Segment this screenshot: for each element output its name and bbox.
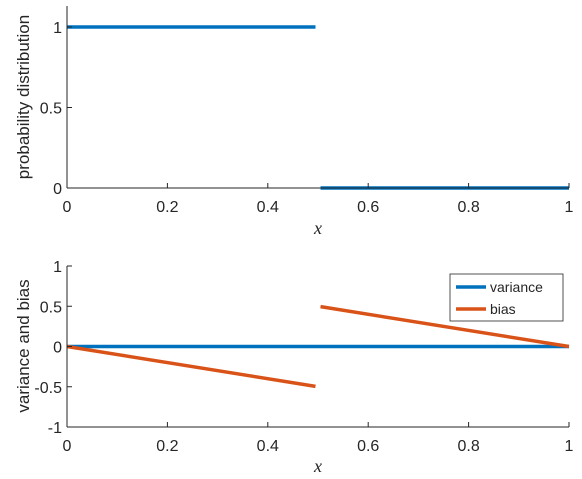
y-tick-label: -0.5 [34,380,62,397]
y-tick-label: 0.5 [40,299,62,316]
y-ticks: -1 -0.5 0 0.5 1 [34,259,72,437]
x-tick-label: 0.4 [257,199,279,216]
y-ticks: 0 0.5 1 [40,20,72,198]
x-tick-label: 0.6 [357,438,379,455]
x-tick-label: 0 [63,199,72,216]
y-axis-label: probability distribution [14,15,33,179]
x-tick-label: 0.2 [156,438,178,455]
x-ticks: 0 0.2 0.4 0.6 0.8 1 [63,183,574,216]
legend-entry-variance: variance [490,279,543,295]
variance-and-bias-chart: 0 0.2 0.4 0.6 0.8 1 -1 -0.5 0 0.5 1 x va… [14,259,574,476]
y-tick-label: 1 [53,259,62,276]
x-tick-label: 0.8 [457,199,479,216]
series-layer [66,304,570,389]
y-tick-label: 0 [53,181,62,198]
x-tick-label: 0.4 [257,438,279,455]
y-tick-label: -1 [48,420,62,437]
x-axis-label: x [313,218,322,238]
legend-box [449,273,564,322]
y-tick-label: 1 [53,20,62,37]
x-tick-label: 1 [565,438,574,455]
probability-distribution-chart: 0 0.2 0.4 0.6 0.8 1 0 0.5 1 x probabilit… [14,6,574,238]
x-tick-label: 0.8 [457,438,479,455]
series-bias-segment-0 [66,344,316,389]
x-tick-label: 0.2 [156,199,178,216]
legend: variance bias [449,273,564,322]
y-axis-label: variance and bias [14,279,33,412]
x-tick-label: 0.6 [357,199,379,216]
x-axis-label: x [313,456,322,476]
series-bias-segment-1 [320,304,570,349]
y-tick-label: 0.5 [40,101,62,118]
x-tick-label: 0 [63,438,72,455]
legend-entry-bias: bias [490,301,516,317]
y-tick-label: 0 [53,340,62,357]
plot-area [67,6,569,188]
x-tick-label: 1 [565,199,574,216]
x-ticks: 0 0.2 0.4 0.6 0.8 1 [63,422,574,455]
